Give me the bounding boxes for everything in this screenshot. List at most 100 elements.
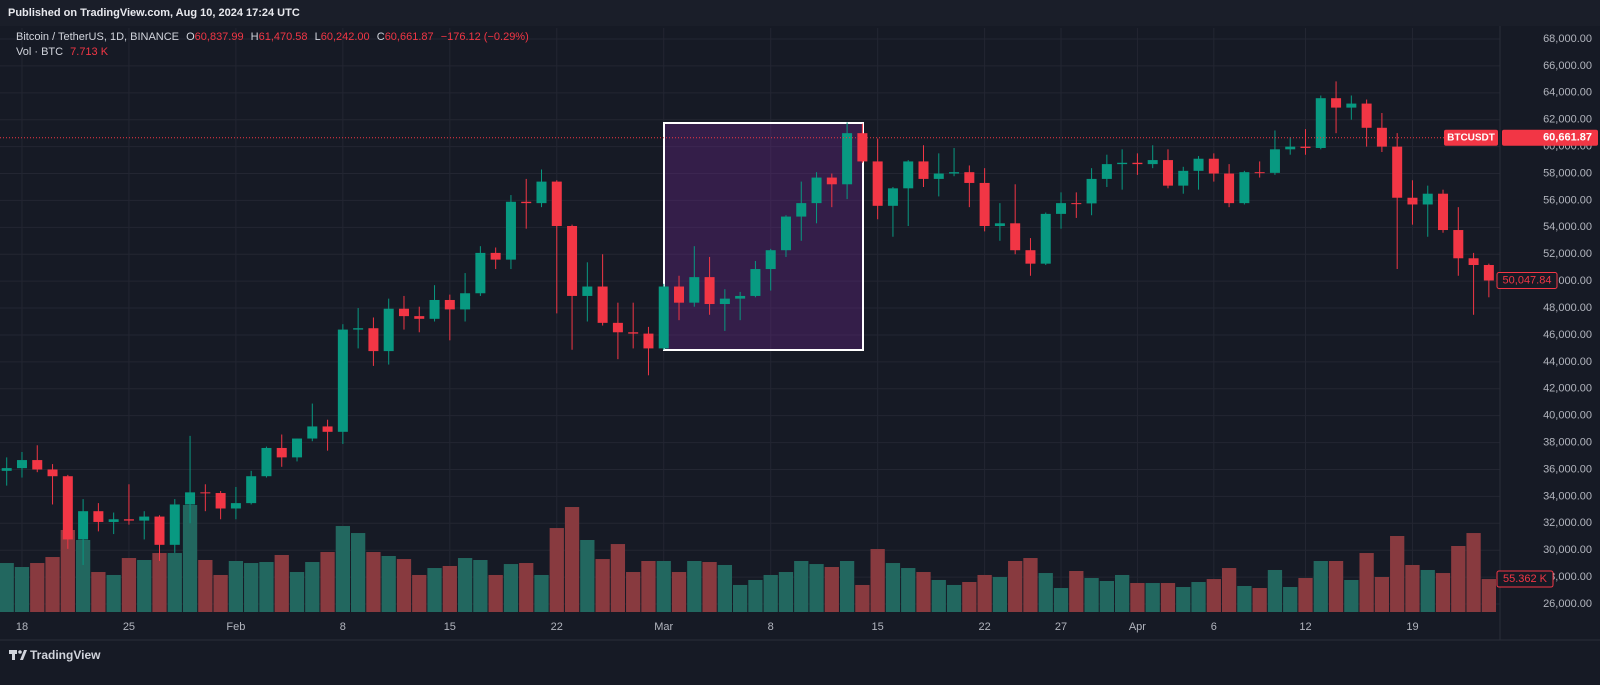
candle-body: [1086, 178, 1097, 204]
candle-body: [47, 469, 58, 477]
candle-body: [78, 511, 89, 540]
candle-body: [1178, 170, 1189, 186]
x-tick-label: Feb: [226, 621, 245, 633]
candle-body: [1132, 162, 1143, 165]
candle-body: [337, 329, 348, 432]
candle-body: [1101, 164, 1112, 179]
volume-bar: [687, 560, 702, 612]
volume-bar: [14, 567, 30, 612]
y-tick-label: 44,000.00: [1543, 356, 1592, 368]
volume-bar: [1451, 546, 1466, 612]
last-volume-tag-bg: [1496, 570, 1554, 588]
candle-body: [230, 503, 241, 509]
candle-body: [1453, 230, 1464, 259]
y-tick-label: 42,000.00: [1543, 383, 1592, 395]
volume-bar: [457, 558, 473, 612]
candle-body: [1193, 158, 1204, 171]
y-tick-label: 32,000.00: [1543, 517, 1592, 529]
volume-bar: [549, 528, 564, 612]
volume-bar: [1420, 569, 1435, 612]
x-tick-label: Mar: [654, 621, 673, 633]
volume-bar: [1466, 533, 1481, 612]
candle-body: [704, 277, 715, 305]
volume-bar: [1313, 560, 1328, 612]
candle-body: [353, 328, 364, 330]
h-value: 61,470.58: [259, 31, 308, 43]
volume-bar: [748, 579, 763, 612]
volume-bar: [182, 505, 198, 612]
logo-part: [18, 650, 22, 654]
volume-bar: [1283, 587, 1298, 612]
x-tick-label: 18: [16, 621, 28, 633]
y-tick-label: 56,000.00: [1543, 194, 1592, 206]
candle-body: [139, 516, 150, 521]
candle-body: [108, 519, 119, 522]
logo-part: [20, 650, 27, 660]
volume-bar: [946, 584, 962, 612]
price-tag: 60,661.87: [1543, 132, 1592, 144]
candle-body: [872, 161, 883, 206]
volume-bar: [1099, 580, 1114, 612]
highlight-box: [663, 122, 864, 351]
volume-bar: [427, 568, 442, 612]
candle-body: [903, 161, 914, 189]
candle-body: [307, 426, 318, 439]
y-tick-label: 36,000.00: [1543, 463, 1592, 475]
candle-body: [612, 322, 623, 333]
candle-body: [429, 299, 440, 319]
volume-bar: [1344, 579, 1359, 612]
candle-body: [964, 172, 975, 183]
volume-bar: [335, 526, 350, 612]
candle-body: [93, 511, 104, 522]
volume-bar: [106, 574, 121, 612]
candle-body: [597, 286, 608, 323]
volume-bar: [305, 562, 320, 612]
candle-body: [1056, 203, 1067, 214]
candle-body: [1422, 193, 1433, 205]
volume-bar: [1267, 569, 1283, 612]
volume-bar: [1069, 570, 1084, 612]
candle-body: [979, 182, 990, 226]
candle-body: [1208, 158, 1219, 174]
change: −176.12 (−0.29%): [441, 31, 529, 43]
o-label: O: [186, 31, 195, 43]
candle-body: [383, 308, 394, 352]
volume-bar: [671, 572, 687, 612]
volume-bar: [656, 560, 671, 612]
candle-body: [1147, 160, 1158, 165]
y-tick-label: 48,000.00: [1543, 302, 1592, 314]
candle-body: [1392, 146, 1403, 198]
candle-body: [475, 252, 486, 294]
volume-bar: [885, 563, 901, 612]
volume-bar: [351, 533, 366, 612]
candle-body: [1300, 146, 1311, 148]
x-tick-label: 12: [1299, 621, 1311, 633]
candle-body: [735, 295, 746, 299]
candle-body: [811, 177, 822, 204]
candle-body: [1483, 265, 1494, 281]
volume-bar: [320, 552, 335, 612]
volume-bar: [1359, 553, 1374, 612]
candle-body: [1331, 98, 1342, 108]
volume-bar: [289, 572, 305, 612]
volume-bar: [1390, 536, 1405, 612]
x-tick-label: 19: [1406, 621, 1418, 633]
volume-bar: [1435, 573, 1451, 612]
candle-body: [796, 203, 807, 217]
y-tick-label: 30,000.00: [1543, 544, 1592, 556]
y-tick-label: 54,000.00: [1543, 221, 1592, 233]
y-tick-label: 68,000.00: [1543, 33, 1592, 45]
volume-bar: [733, 584, 748, 612]
volume-bar: [503, 564, 519, 612]
candle-body: [123, 519, 134, 521]
volume-bar: [1115, 574, 1130, 612]
candle-body: [1239, 172, 1250, 204]
volume-bar: [366, 552, 381, 612]
candle-body: [643, 333, 654, 349]
y-tick-label: 66,000.00: [1543, 60, 1592, 72]
candle-body: [1285, 146, 1296, 150]
volume-bar: [1252, 588, 1267, 612]
candle-body: [826, 177, 837, 185]
o-value: 60,837.99: [195, 31, 244, 43]
